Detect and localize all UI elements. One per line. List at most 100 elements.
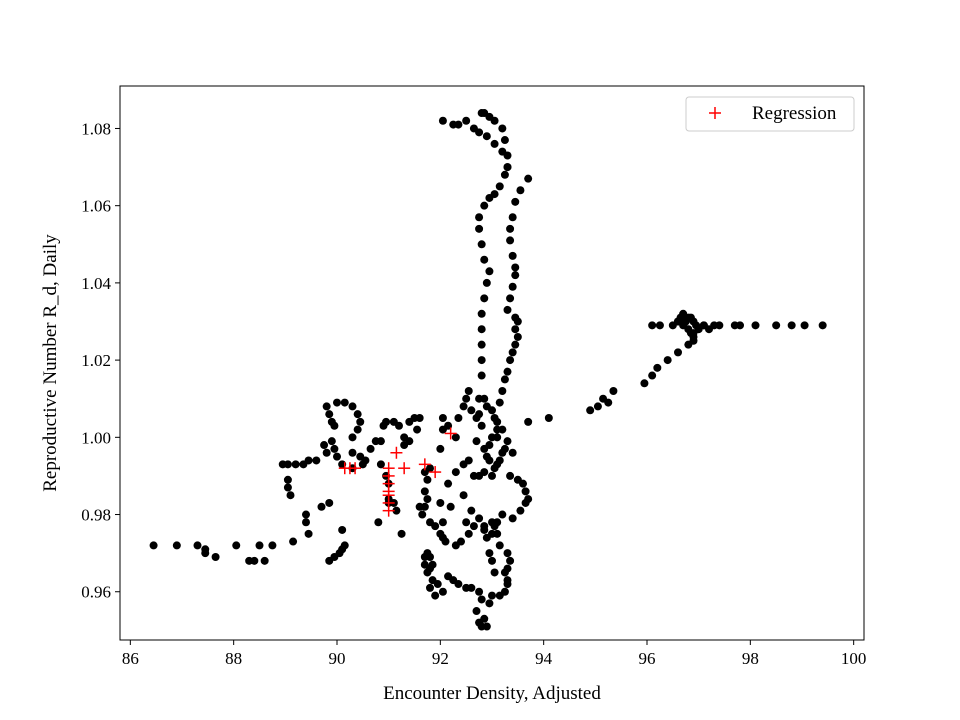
data-point: [516, 186, 525, 195]
data-point: [330, 444, 339, 453]
data-point: [397, 529, 406, 538]
data-point: [480, 468, 489, 477]
data-point: [689, 336, 698, 345]
regression-point: [418, 458, 431, 471]
data-point: [426, 464, 434, 473]
data-point: [322, 448, 331, 457]
data-point: [451, 468, 460, 477]
data-point: [498, 510, 507, 519]
data-point: [490, 568, 499, 577]
data-point: [493, 425, 502, 434]
data-point: [495, 182, 504, 191]
data-point: [485, 456, 494, 465]
regression-point: [349, 462, 362, 475]
data-point: [201, 549, 210, 558]
data-point: [330, 421, 339, 430]
data-point: [475, 514, 484, 523]
data-point: [438, 518, 447, 527]
data-point: [433, 580, 442, 589]
x-tick-label: 98: [742, 649, 759, 668]
data-point: [490, 190, 499, 199]
data-point: [500, 136, 509, 145]
data-point: [488, 591, 496, 600]
data-point: [544, 414, 553, 423]
data-point: [449, 120, 458, 129]
x-tick-label: 92: [432, 649, 449, 668]
data-point: [325, 498, 334, 507]
data-point: [467, 406, 476, 415]
data-point: [508, 514, 517, 523]
y-tick-label: 1.02: [81, 351, 111, 370]
data-point: [503, 151, 512, 160]
data-point: [426, 583, 434, 592]
axis-ticks: 86 88 90 92 94 96 98 100 0.96 0.98 1.00 1.02 1.04 1.0…: [81, 119, 866, 668]
data-point: [333, 398, 341, 407]
data-point: [485, 441, 494, 450]
data-point: [477, 325, 486, 334]
data-point: [232, 541, 241, 550]
data-point: [495, 398, 504, 407]
data-point: [428, 560, 437, 569]
x-tick-label: 96: [639, 649, 656, 668]
data-point: [477, 371, 486, 380]
data-point: [438, 587, 447, 596]
data-point: [674, 348, 682, 357]
data-point: [477, 356, 486, 365]
data-point: [800, 321, 809, 330]
x-tick-label: 86: [122, 649, 139, 668]
data-point: [500, 375, 509, 384]
data-point: [480, 394, 489, 403]
data-point: [488, 556, 496, 565]
legend: Regression: [685, 96, 855, 132]
data-point: [511, 197, 520, 206]
data-point: [441, 537, 450, 546]
data-point: [506, 294, 515, 303]
data-point: [500, 587, 509, 596]
data-point: [648, 371, 657, 380]
data-point: [348, 402, 357, 411]
data-point: [490, 139, 499, 148]
x-tick-label: 100: [841, 649, 867, 668]
data-point: [472, 437, 481, 446]
data-point: [655, 321, 664, 330]
data-point: [193, 541, 202, 550]
data-point: [333, 452, 341, 461]
y-tick-label: 0.96: [81, 583, 111, 602]
data-point: [431, 522, 440, 531]
data-point: [519, 479, 527, 488]
data-point: [513, 332, 522, 341]
data-point: [516, 506, 525, 515]
data-point: [508, 251, 517, 260]
data-point: [444, 479, 453, 488]
data-point: [420, 487, 429, 496]
data-point: [485, 549, 494, 558]
data-point: [395, 421, 403, 430]
data-point: [521, 498, 530, 507]
data-point: [488, 471, 496, 480]
data-point: [511, 340, 520, 349]
data-point: [172, 541, 181, 550]
data-point: [503, 305, 512, 314]
data-point: [320, 441, 329, 450]
data-point: [488, 406, 496, 415]
data-point: [250, 556, 259, 565]
data-point: [503, 549, 512, 558]
data-point: [498, 448, 507, 457]
data-point: [302, 518, 310, 527]
plot-frame: [119, 85, 865, 641]
data-point: [500, 170, 509, 179]
data-point: [348, 448, 357, 457]
x-tick-label: 94: [535, 649, 553, 668]
data-point: [438, 414, 447, 423]
data-point: [521, 487, 530, 496]
data-point: [495, 541, 504, 550]
x-axis-label: Encounter Density, Adjusted: [383, 683, 601, 704]
data-point: [469, 124, 478, 133]
data-point: [304, 456, 313, 465]
data-point: [423, 475, 432, 484]
data-point: [322, 402, 331, 411]
data-point: [376, 437, 385, 446]
data-point: [462, 394, 471, 403]
data-point: [477, 421, 486, 430]
